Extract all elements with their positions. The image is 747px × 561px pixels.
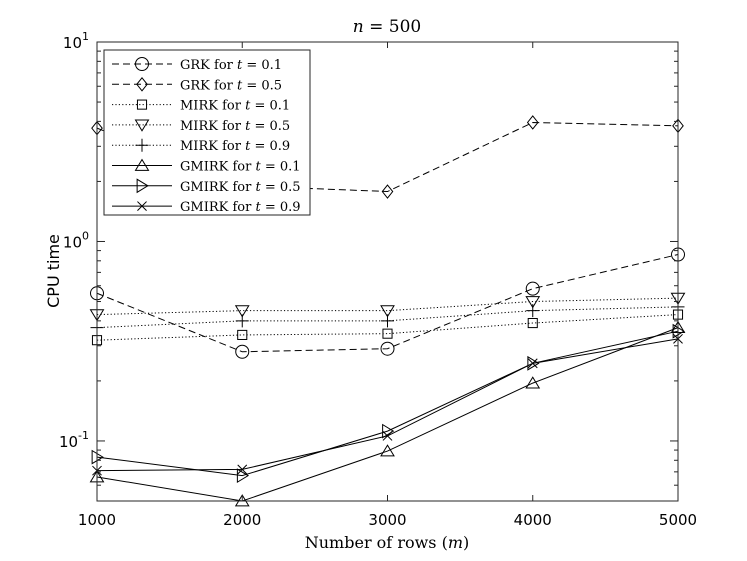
data-point: [381, 314, 394, 328]
legend: GRK for t = 0.1 GRK for t = 0.5 MIRK for t…: [103, 49, 311, 216]
data-point: [527, 355, 540, 371]
legend-label: GMIRK for t = 0.9: [180, 200, 301, 215]
legend-items: GRK for t = 0.1 GRK for t = 0.5 MIRK for t…: [112, 57, 301, 215]
data-point: [382, 423, 395, 439]
data-point: [236, 468, 250, 484]
y-tick-label: 10-1: [59, 429, 89, 451]
data-point: [380, 444, 395, 457]
data-point: [234, 305, 250, 318]
data-point: [526, 115, 539, 130]
legend-entry: GMIRK for t = 0.1: [112, 158, 301, 175]
data-point: [525, 296, 541, 309]
x-tick-label: 5000: [659, 511, 697, 529]
legend-entry: GRK for t = 0.5: [112, 76, 282, 93]
chart-title: n = 500: [353, 17, 421, 37]
legend-label: GMIRK for t = 0.5: [180, 180, 301, 195]
legend-box: [103, 49, 311, 216]
x-tick-label: 1000: [78, 511, 116, 529]
legend-marker: [136, 178, 149, 194]
legend-label: MIRK for t = 0.1: [180, 99, 290, 114]
legend-entry: MIRK for t = 0.5: [112, 119, 290, 134]
legend-marker: [137, 201, 147, 212]
legend-label: MIRK for t = 0.9: [180, 139, 290, 154]
y-tick-label: 100: [63, 229, 89, 251]
data-point: [380, 341, 395, 356]
data-point: [382, 328, 393, 339]
series-line: [96, 327, 679, 502]
legend-label: GRK for t = 0.1: [180, 58, 282, 73]
legend-marker: [134, 158, 150, 171]
legend-entry: MIRK for t = 0.1: [112, 99, 290, 114]
legend-marker: [134, 119, 150, 132]
legend-entry: GMIRK for t = 0.5: [112, 178, 301, 195]
x-tick-label: 3000: [368, 511, 406, 529]
x-tick-label: 2000: [223, 511, 261, 529]
y-tick-label: 101: [63, 30, 89, 52]
x-tick-label: 4000: [514, 511, 552, 529]
legend-label: MIRK for t = 0.5: [180, 119, 290, 134]
data-point: [526, 304, 540, 318]
legend-label: GMIRK for t = 0.1: [180, 160, 301, 175]
legend-entry: GMIRK for t = 0.9: [112, 200, 301, 215]
data-point: [235, 314, 249, 328]
legend-entry: MIRK for t = 0.9: [112, 138, 290, 154]
data-point: [525, 281, 540, 296]
legend-marker: [135, 138, 149, 152]
x-axis-label: Number of rows (m): [305, 533, 470, 552]
data-point: [235, 344, 250, 359]
data-point: [527, 317, 538, 329]
data-point: [382, 431, 393, 441]
legend-marker: [136, 99, 148, 110]
data-point: [237, 329, 248, 340]
data-point: [380, 305, 395, 318]
series-line: [96, 254, 679, 353]
data-point: [381, 184, 394, 199]
y-axis-label: CPU time: [44, 234, 63, 308]
data-point: [237, 464, 248, 475]
data-point: [527, 358, 538, 369]
legend-entry: GRK for t = 0.1: [112, 57, 282, 73]
legend-marker: [136, 76, 148, 92]
legend-label: GRK for t = 0.5: [180, 78, 282, 93]
ticks-layer: 1000 2000 3000 4000 5000 10-1 100 101: [59, 30, 697, 529]
legend-marker: [135, 57, 149, 71]
data-point: [525, 376, 541, 389]
